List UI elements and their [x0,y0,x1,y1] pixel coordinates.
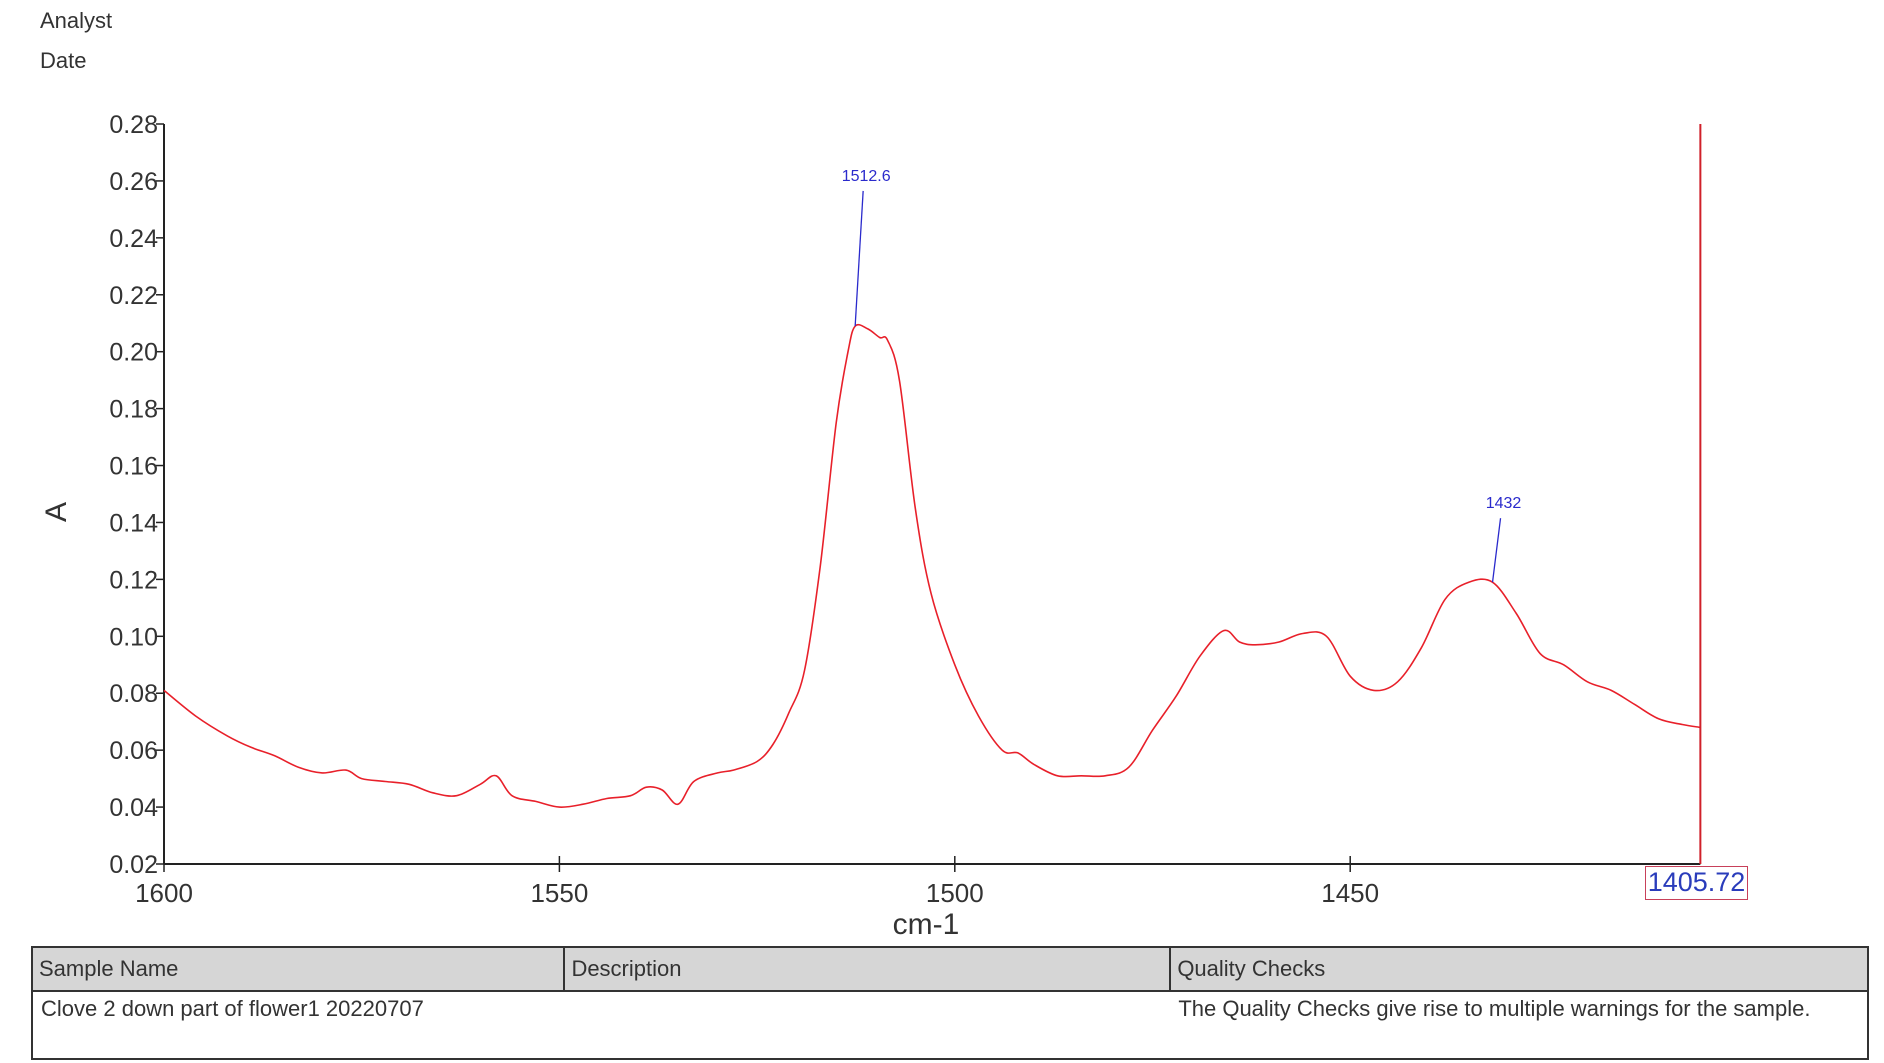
peak-label: 1512.6 [842,168,891,185]
peak-leader-line [854,190,864,327]
y-tick-label: 0.24 [109,225,158,253]
y-tick-label: 0.22 [109,282,158,310]
y-tick-label: 0.20 [109,339,158,367]
x-axis: 1600 1550 1500 1450 [135,856,1701,908]
peak-label: 1432 [1486,495,1522,512]
description-cell [564,990,1171,1060]
y-tick-label: 0.10 [109,623,158,651]
y-tick-label: 0.12 [109,566,158,594]
peak-leader-line [1491,518,1502,583]
spectrum-line [163,323,1701,808]
y-tick-label: 0.04 [109,794,158,822]
y-tick-label: 0.26 [109,168,158,196]
x-tick-label: 1450 [1321,878,1379,908]
cursor-value-box[interactable]: 1405.72 [1645,866,1748,900]
y-tick-label: 0.16 [109,453,158,481]
spectrum-chart: 0.28 0.26 0.24 0.22 0.20 0.18 0.16 0.14 0.12 0.10… [40,111,1702,940]
sample-info-table: Sample Name Description Quality Checks C… [30,946,1869,1060]
x-tick-label: 1500 [926,878,984,908]
y-tick-label: 0.06 [109,737,158,765]
x-axis-title: cm-1 [893,908,960,940]
x-tick-label: 1550 [530,878,588,908]
date-label: Date [40,48,87,73]
header-quality-checks: Quality Checks [1169,946,1869,992]
quality-checks-cell: The Quality Checks give rise to multiple… [1170,990,1869,1060]
y-tick-label: 0.14 [109,509,158,537]
header-description: Description [563,946,1172,992]
x-tick-label: 1600 [135,878,193,908]
y-tick-label: 0.02 [109,851,158,879]
y-tick-label: 0.08 [109,680,158,708]
y-axis-title: A [40,502,73,522]
analyst-label: Analyst [40,8,113,33]
table-row: Clove 2 down part of flower1 20220707 Th… [30,990,1869,1060]
y-tick-label: 0.28 [109,111,158,139]
peak-annotations: 1512.6 1432 [842,168,1522,583]
y-axis: 0.28 0.26 0.24 0.22 0.20 0.18 0.16 0.14 0.12 0.10… [109,111,165,879]
sample-name-cell: Clove 2 down part of flower1 20220707 [30,990,565,1060]
y-tick-label: 0.18 [109,396,158,424]
header-sample-name: Sample Name [30,946,566,992]
